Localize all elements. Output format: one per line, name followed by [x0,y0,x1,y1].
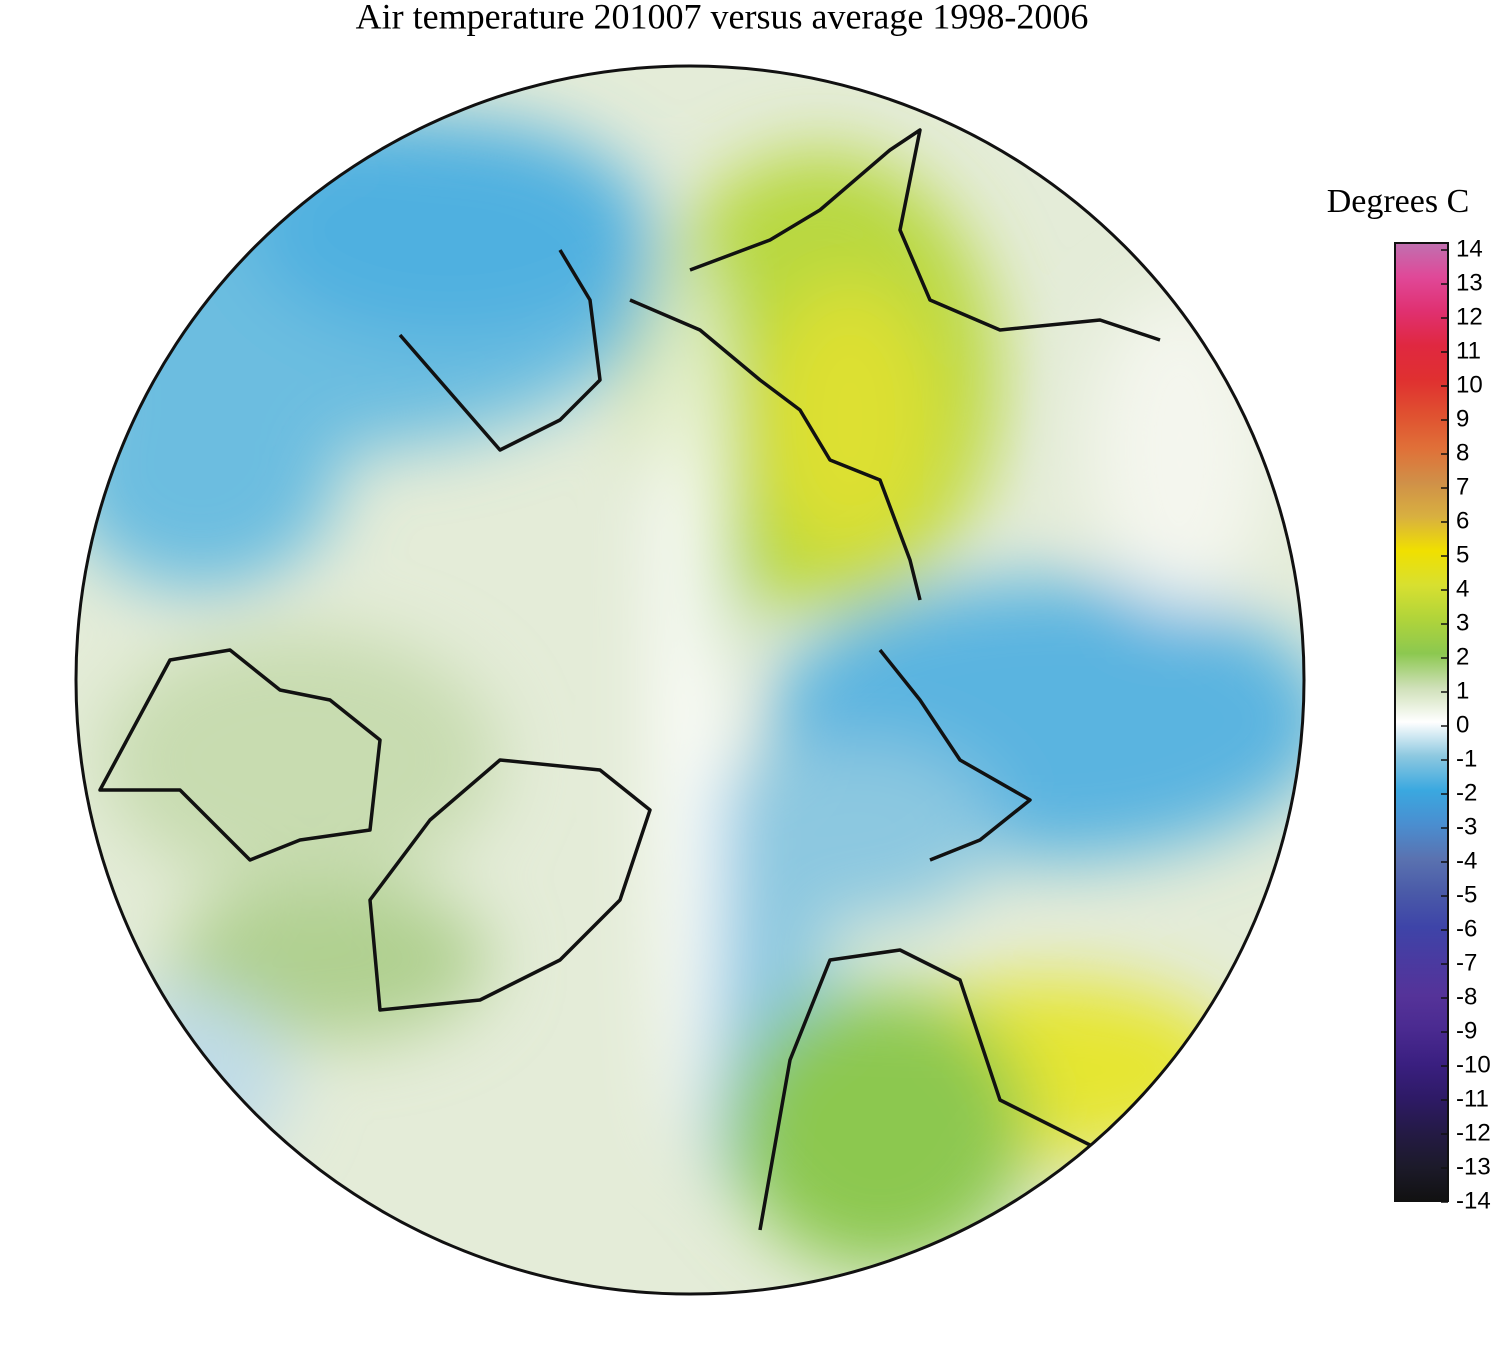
colorbar-label: Degrees C [1327,183,1470,220]
colorbar-tick-label: -10 [1456,1051,1491,1078]
colorbar-tick-label: 1 [1456,677,1469,704]
colorbar-tick-label: -8 [1456,983,1477,1010]
colorbar-tick-label: 11 [1456,337,1481,364]
colorbar-tick-label: 10 [1456,371,1483,398]
colorbar-tick-label: 7 [1456,473,1469,500]
colorbar-tick-label: 4 [1456,575,1469,602]
colorbar-tick-label: -14 [1456,1187,1491,1214]
colorbar-tick-label: 2 [1456,643,1469,670]
colorbar-tick-label: -7 [1456,949,1477,976]
colorbar-tick-label: -2 [1456,779,1477,806]
colorbar-tick-label: 8 [1456,439,1469,466]
colorbar-tick-label: -3 [1456,813,1477,840]
colorbar-tick-label: 9 [1456,405,1469,432]
anomaly-field [76,66,1304,1294]
colorbar-tick-label: 13 [1456,269,1483,296]
colorbar-tick-label: -11 [1456,1085,1489,1112]
colorbar-tick-label: -4 [1456,847,1477,874]
colorbar-tick-label: -1 [1456,745,1477,772]
colorbar-tick-label: 5 [1456,541,1469,568]
colorbar-tick-label: -13 [1456,1153,1491,1180]
colorbar-tick-label: 0 [1456,711,1469,738]
colorbar-tick-label: -6 [1456,915,1477,942]
colorbar-tick-label: -12 [1456,1119,1491,1146]
colorbar [1394,242,1449,1202]
colorbar-tick-label: -9 [1456,1017,1477,1044]
colorbar-tick-label: -5 [1456,881,1477,908]
map-boundary [74,64,1306,1296]
colorbar-tick-label: 6 [1456,507,1469,534]
colorbar-tick-label: 14 [1456,235,1483,262]
colorbar-tick-label: 3 [1456,609,1469,636]
map-title: Air temperature 201007 versus average 19… [356,0,1089,36]
colorbar-tick-label: 12 [1456,303,1483,330]
